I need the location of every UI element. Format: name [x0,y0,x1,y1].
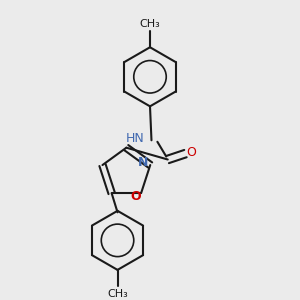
Text: O: O [186,146,196,159]
Text: HN: HN [126,132,145,145]
Text: CH₃: CH₃ [140,19,160,29]
Text: CH₃: CH₃ [107,289,128,298]
Text: N: N [138,156,148,169]
Text: O: O [130,190,141,203]
